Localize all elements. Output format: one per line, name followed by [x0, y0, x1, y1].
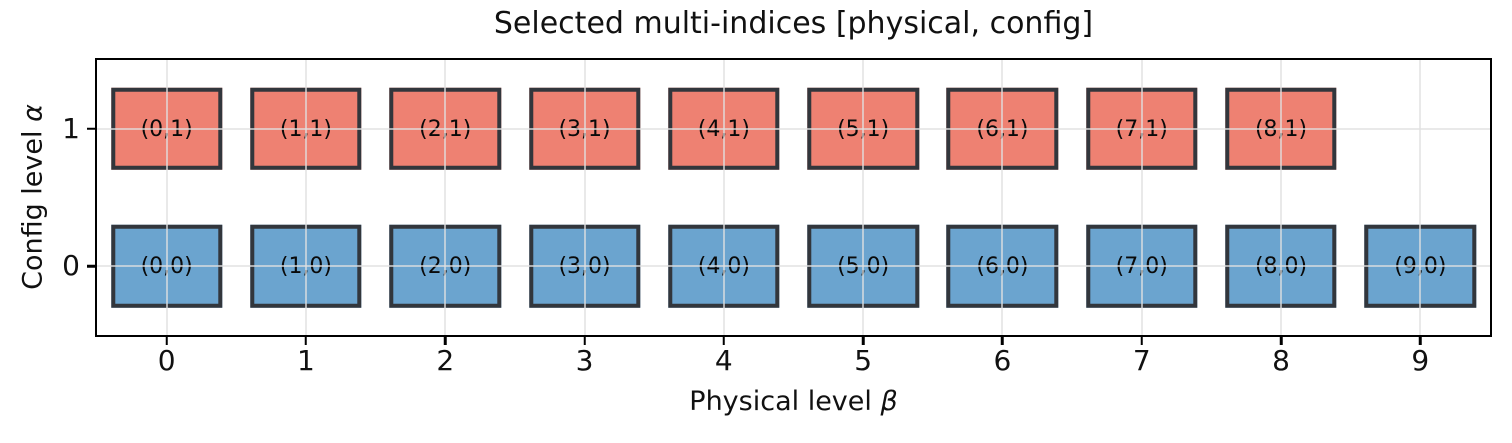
x-tick-label-7: 7 [1132, 344, 1151, 377]
x-tick-mark-6 [1001, 337, 1004, 345]
x-tick-label-4: 4 [714, 344, 733, 377]
gridline-x-9 [1419, 60, 1422, 335]
gridline-y-1 [97, 127, 1490, 130]
y-tick-label-0: 0 [62, 249, 80, 283]
gridline-x-1 [304, 60, 307, 335]
beta-symbol: β [880, 386, 898, 417]
x-tick-label-2: 2 [436, 344, 455, 377]
gridline-x-4 [722, 60, 725, 335]
x-tick-mark-4 [722, 337, 726, 345]
x-tick-mark-1 [304, 337, 308, 345]
gridline-x-0 [165, 60, 168, 335]
x-tick-label-5: 5 [854, 344, 873, 377]
gridline-x-3 [583, 60, 586, 335]
y-tick-mark-1 [87, 127, 95, 130]
gridline-x-5 [862, 60, 865, 335]
x-tick-mark-9 [1419, 337, 1422, 345]
y-axis-label-text: Config level [17, 121, 49, 290]
alpha-symbol: α [17, 104, 49, 122]
x-axis-label: Physical level β [95, 386, 1492, 417]
x-tick-mark-3 [583, 337, 586, 345]
x-tick-mark-0 [165, 337, 168, 345]
x-axis-label-text: Physical level [689, 386, 881, 417]
x-tick-label-0: 0 [157, 344, 176, 377]
gridline-x-7 [1140, 60, 1143, 335]
x-tick-mark-7 [1140, 337, 1143, 345]
x-tick-mark-8 [1279, 337, 1283, 345]
chart-title: Selected multi-indices [physical, config… [493, 6, 1094, 41]
y-tick-label-1: 1 [62, 111, 80, 145]
y-tick-mark-0 [87, 265, 95, 268]
x-tick-label-8: 8 [1272, 344, 1290, 377]
gridline-x-6 [1001, 60, 1004, 335]
gridline-x-8 [1280, 60, 1283, 335]
x-tick-label-1: 1 [297, 344, 315, 377]
plot-area: (0,1)(1,1)(2,1)(3,1)(4,1)(5,1)(6,1)(7,1)… [62, 58, 1492, 375]
x-tick-label-3: 3 [575, 344, 594, 377]
x-tick-mark-5 [861, 337, 865, 345]
y-axis-label: Config level α [18, 104, 49, 290]
x-tick-label-6: 6 [993, 344, 1012, 377]
gridline-x-2 [444, 60, 447, 335]
x-tick-label-9: 9 [1411, 344, 1430, 377]
x-tick-mark-2 [444, 337, 447, 345]
gridline-y-0 [97, 265, 1490, 268]
